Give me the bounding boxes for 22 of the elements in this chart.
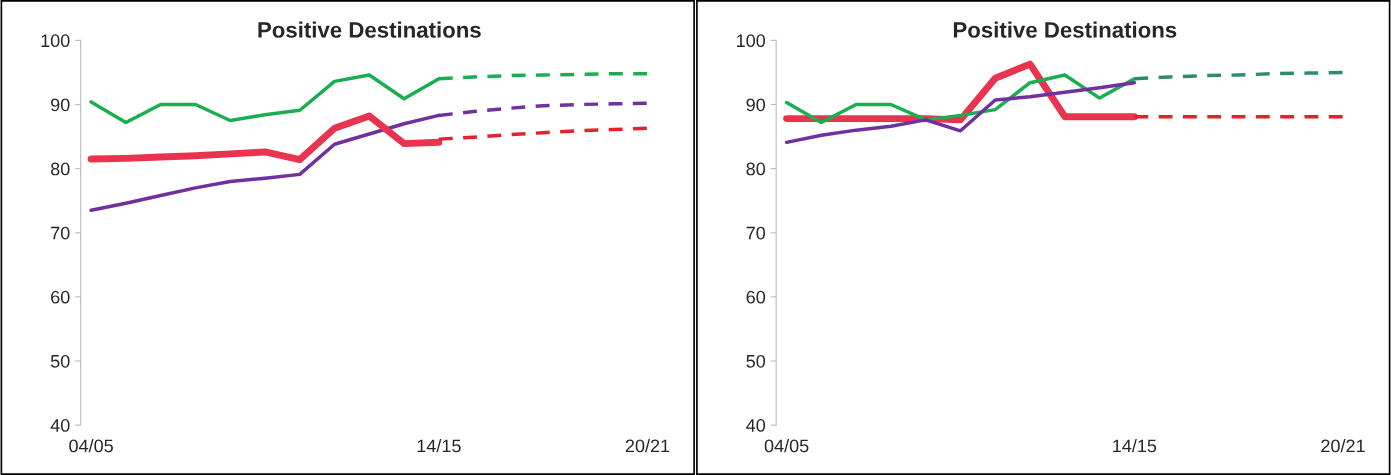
y-tick-label: 60	[51, 290, 70, 304]
x-tick-label: 14/15	[1113, 439, 1157, 453]
y-tick-label: 50	[746, 354, 766, 368]
y-tick-label: 80	[50, 162, 70, 176]
x-tick-label: 20/21	[1321, 439, 1365, 453]
y-tick-label: 80	[746, 162, 766, 176]
x-tick-label: 04/05	[764, 439, 809, 453]
y-tick-label: 60	[746, 290, 766, 304]
y-tick-label: 40	[746, 419, 766, 432]
y-tick-label: 100	[737, 34, 766, 48]
y-tick-label: 90	[746, 98, 766, 112]
y-tick-label: 50	[50, 354, 70, 368]
y-tick-label: 100	[41, 34, 70, 48]
x-tick-label: 20/21	[625, 439, 670, 453]
y-tick-label: 70	[746, 226, 766, 240]
x-tick-label: 14/15	[417, 439, 461, 453]
y-tick-label: 40	[50, 419, 70, 432]
y-tick-label: 70	[51, 226, 70, 240]
x-tick-label: 04/05	[69, 439, 113, 453]
y-tick-label: 90	[51, 98, 70, 112]
chart-title: Positive Destinations	[953, 21, 1177, 38]
chart-title: Positive Destinations	[258, 21, 481, 38]
